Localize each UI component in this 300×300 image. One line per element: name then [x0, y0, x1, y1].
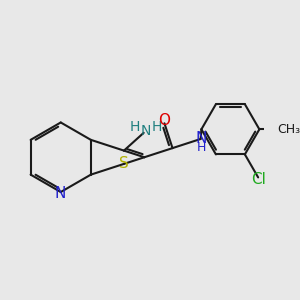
Text: N: N — [141, 124, 151, 138]
Text: Cl: Cl — [251, 172, 266, 187]
Text: N: N — [54, 187, 65, 202]
Text: H: H — [196, 141, 206, 154]
Text: CH₃: CH₃ — [277, 123, 300, 136]
Text: S: S — [119, 156, 129, 171]
Text: O: O — [158, 113, 170, 128]
Text: H: H — [152, 120, 162, 134]
Text: N: N — [195, 131, 207, 146]
Text: H: H — [130, 120, 140, 134]
